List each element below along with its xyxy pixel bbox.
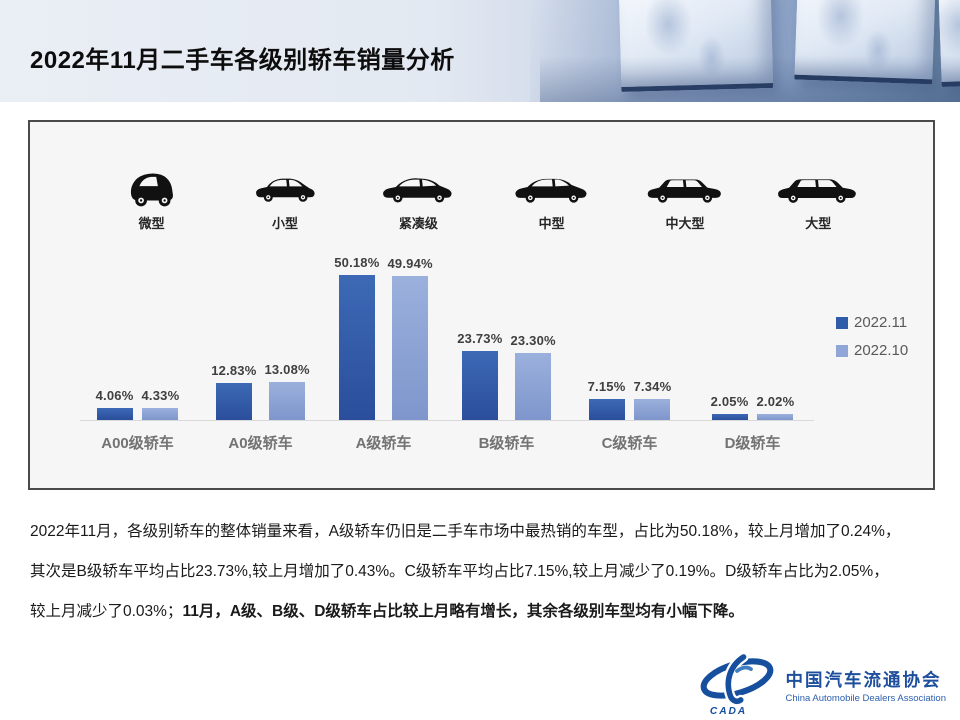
vehicle-class-item: 紧凑级 [352, 140, 485, 232]
bar-group: 50.18% 49.94% [322, 240, 445, 420]
bar-value-label: 13.08% [264, 362, 310, 378]
footer-logo: CADA 中国汽车流通协会 China Automobile Dealers A… [695, 654, 946, 716]
page-title: 2022年11月二手车各级别轿车销量分析 [30, 47, 455, 74]
bar-group: 2.05% 2.02% [691, 240, 814, 420]
bar-value-label: 2.05% [710, 394, 749, 410]
bar-column: 50.18% [334, 255, 379, 420]
category-label: B级轿车 [478, 435, 535, 452]
compact-car-icon [383, 178, 452, 203]
category-label: A00级轿车 [101, 435, 174, 452]
bar-2022.11 [215, 382, 252, 420]
bar-column: 23.30% [511, 333, 556, 420]
bar-chart: 4.06% 4.33% 12.83% 13.08% 50.18% 49.94% 23.73%… [76, 240, 814, 420]
category-axis: A00级轿车 A0级轿车 A级轿车 B级轿车 C级轿车 D级轿车 [76, 432, 814, 453]
vehicle-class-label: 中型 [538, 216, 565, 231]
small-car-icon [256, 178, 315, 202]
bar-value-label: 50.18% [334, 255, 380, 270]
vehicle-class-item: 中大型 [618, 140, 751, 232]
analysis-sentence: 其次是B级轿车平均占比23.73%,较上月增加了0.43%。C级轿车平均占比7.… [30, 563, 889, 580]
bar-group: 23.73% 23.30% [445, 240, 568, 420]
bar-column: 49.94% [388, 256, 433, 420]
vehicle-class-label: 紧凑级 [398, 216, 438, 231]
vehicle-class-label: 小型 [271, 216, 298, 231]
org-name-cn: 中国汽车流通协会 [785, 669, 942, 690]
vehicle-class-item: 大型 [752, 140, 885, 232]
bar-column: 12.83% [211, 363, 256, 420]
large-car-icon [778, 179, 857, 203]
org-name-block: 中国汽车流通协会 China Automobile Dealers Associ… [785, 667, 946, 704]
legend-swatch-icon [836, 316, 848, 329]
bar-2022.11 [96, 408, 133, 420]
header-floor-shadow [540, 56, 960, 102]
bar-2022.11 [461, 351, 498, 420]
bar-column: 4.33% [141, 387, 180, 420]
bar-column: 7.34% [634, 379, 672, 420]
midsize-car-icon [515, 178, 587, 203]
x-axis-line [80, 420, 814, 421]
bar-2022.11 [711, 414, 748, 420]
bar-2022.11 [338, 275, 375, 420]
bar-group: 7.15% 7.34% [568, 240, 691, 420]
bar-2022.10 [634, 398, 671, 420]
bar-group: 12.83% 13.08% [199, 240, 322, 420]
analysis-sentence: 较上月减少了0.03%； [30, 603, 183, 620]
analysis-line: 较上月减少了0.03%；11月，A级、B级、D级轿车占比较上月略有增长，其余各级… [30, 592, 935, 632]
category-label: A0级轿车 [228, 435, 293, 452]
svg-text:CADA: CADA [710, 706, 747, 716]
analysis-line: 其次是B级轿车平均占比23.73%,较上月增加了0.43%。C级轿车平均占比7.… [30, 552, 935, 592]
bar-column: 2.02% [757, 394, 795, 420]
bar-value-label: 7.15% [587, 379, 626, 395]
legend-label: 2022.11 [854, 314, 908, 331]
legend-item: 2022.10 [836, 342, 908, 359]
chart-legend: 2022.11 2022.10 [836, 314, 908, 359]
bar-column: 23.73% [457, 331, 502, 420]
analysis-sentence-bold: 11月，A级、B级、D级轿车占比较上月略有增长，其余各级别车型均有小幅下降。 [182, 603, 744, 620]
bar-2022.10 [142, 407, 179, 420]
bar-2022.11 [588, 399, 625, 420]
analysis-sentence: 2022年11月，各级别轿车的整体销量来看，A级轿车仍旧是二手车市场中最热销的车… [30, 523, 901, 540]
bar-2022.10 [515, 352, 552, 420]
vehicle-class-label: 大型 [805, 216, 832, 231]
vehicle-class-item: 中型 [485, 140, 618, 232]
vehicle-class-item: 微型 [85, 140, 218, 232]
category-label: C级轿车 [601, 435, 658, 452]
bar-2022.10 [269, 382, 306, 420]
bar-column: 7.15% [588, 379, 626, 420]
bar-value-label: 4.06% [95, 388, 134, 404]
category-label: A级轿车 [355, 435, 412, 452]
bar-value-label: 2.02% [756, 394, 795, 410]
bar-column: 2.05% [711, 394, 749, 420]
bar-column: 13.08% [265, 362, 310, 420]
vehicle-class-label: 微型 [138, 216, 165, 231]
org-name-en: China Automobile Dealers Association [785, 692, 946, 704]
legend-swatch-icon [836, 344, 848, 357]
analysis-text-block: 2022年11月，各级别轿车的整体销量来看，A级轿车仍旧是二手车市场中最热销的车… [30, 512, 935, 632]
bar-2022.10 [392, 275, 429, 420]
bar-value-label: 23.73% [457, 331, 503, 347]
microcar-icon [130, 173, 173, 207]
bar-2022.10 [757, 414, 794, 420]
bar-group: 4.06% 4.33% [76, 240, 199, 420]
legend-label: 2022.10 [854, 342, 909, 359]
vehicle-class-item: 小型 [218, 140, 351, 232]
analysis-line: 2022年11月，各级别轿车的整体销量来看，A级轿车仍旧是二手车市场中最热销的车… [30, 512, 935, 552]
vehicle-icon-row: 微型 小型 紧凑级 中型 中大型 大型 [85, 140, 885, 232]
legend-item: 2022.11 [836, 314, 908, 331]
vehicle-class-label: 中大型 [665, 216, 705, 231]
header-banner: 2022年11月二手车各级别轿车销量分析 [0, 0, 960, 102]
mid-large-car-icon [647, 179, 721, 203]
bar-value-label: 7.34% [633, 378, 672, 394]
bar-value-label: 4.33% [141, 387, 180, 403]
cada-logo-icon: CADA [701, 654, 774, 716]
bar-value-label: 49.94% [387, 255, 433, 271]
bar-column: 4.06% [96, 388, 134, 420]
bar-value-label: 12.83% [211, 362, 257, 378]
bar-value-label: 23.30% [510, 332, 556, 348]
category-label: D级轿车 [724, 435, 781, 452]
chart-panel: 微型 小型 紧凑级 中型 中大型 大型 4.06% 4.33% 12.83% 13.08% 50.… [28, 120, 935, 490]
